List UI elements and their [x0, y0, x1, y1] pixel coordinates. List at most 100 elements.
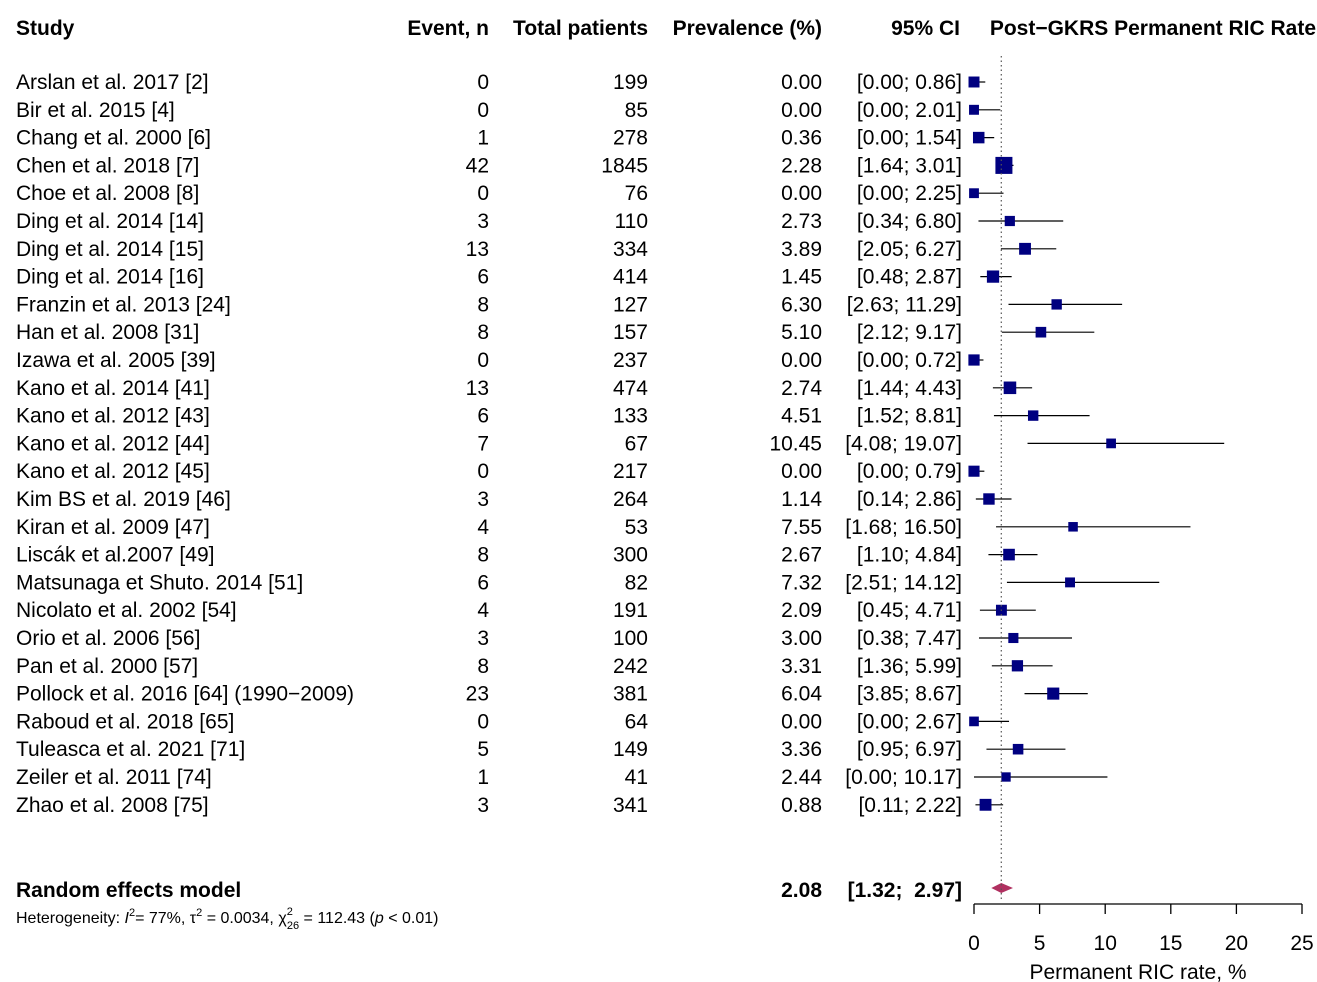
study-total: 341	[613, 794, 648, 817]
estimate-square	[995, 156, 1013, 174]
study-total: 149	[613, 738, 648, 761]
study-events: 3	[477, 210, 489, 233]
study-events: 0	[477, 71, 489, 94]
study-total: 414	[613, 266, 648, 289]
x-tick-label: 20	[1225, 932, 1248, 955]
study-ci: [0.00; 2.01]	[857, 99, 962, 122]
study-estimate: 0.00	[781, 349, 822, 372]
study-estimate: 2.44	[781, 766, 822, 789]
study-estimate: 2.09	[781, 599, 822, 622]
header-study: Study	[16, 17, 75, 40]
study-ci: [1.52; 8.81]	[857, 405, 962, 428]
study-name: Nicolato et al. 2002 [54]	[16, 599, 237, 622]
study-total: 381	[613, 683, 648, 706]
estimate-square	[1051, 299, 1062, 310]
estimate-square	[968, 465, 980, 477]
study-estimate: 2.67	[781, 544, 822, 567]
study-total: 85	[625, 99, 648, 122]
study-total: 264	[613, 488, 648, 511]
study-total: 157	[613, 321, 648, 344]
study-estimate: 3.00	[781, 627, 822, 650]
study-name: Liscák et al.2007 [49]	[16, 544, 214, 567]
study-name: Arslan et al. 2017 [2]	[16, 71, 209, 94]
summary-estimate: 2.08	[781, 879, 822, 902]
study-name: Kiran et al. 2009 [47]	[16, 516, 210, 539]
study-ci: [2.51; 14.12]	[845, 571, 962, 594]
study-events: 8	[477, 321, 489, 344]
study-total: 100	[613, 627, 648, 650]
study-total: 278	[613, 127, 648, 150]
plot-title: Post−GKRS Permanent RIC Rate	[990, 17, 1316, 40]
estimate-square	[969, 188, 979, 199]
study-ci: [0.00; 1.54]	[857, 127, 962, 150]
study-events: 7	[477, 432, 489, 455]
study-estimate: 2.73	[781, 210, 822, 233]
study-ci: [0.14; 2.86]	[857, 488, 962, 511]
study-total: 41	[625, 766, 648, 789]
study-ci: [3.85; 8.67]	[857, 683, 962, 706]
study-name: Kano et al. 2014 [41]	[16, 377, 210, 400]
study-events: 8	[477, 293, 489, 316]
estimate-square	[1019, 242, 1031, 255]
study-events: 4	[477, 599, 489, 622]
header-ci: 95% CI	[891, 17, 960, 40]
study-ci: [0.34; 6.80]	[857, 210, 962, 233]
study-name: Franzin et al. 2013 [24]	[16, 293, 231, 316]
study-name: Choe et al. 2008 [8]	[16, 182, 199, 205]
study-name: Chang et al. 2000 [6]	[16, 127, 211, 150]
study-estimate: 7.32	[781, 571, 822, 594]
study-total: 127	[613, 293, 648, 316]
estimate-square	[979, 798, 992, 811]
estimate-square	[1065, 577, 1075, 588]
header-prevalence: Prevalence (%)	[673, 17, 822, 40]
study-total: 64	[625, 710, 649, 733]
study-name: Zeiler et al. 2011 [74]	[16, 766, 212, 789]
estimate-square	[1035, 326, 1047, 338]
study-name: Pan et al. 2000 [57]	[16, 655, 198, 678]
study-events: 3	[477, 794, 489, 817]
study-estimate: 5.10	[781, 321, 822, 344]
study-ci: [0.11; 2.22]	[858, 794, 962, 817]
study-name: Chen et al. 2018 [7]	[16, 154, 199, 177]
study-total: 110	[615, 210, 648, 233]
study-ci: [0.95; 6.97]	[857, 738, 962, 761]
study-ci: [2.12; 9.17]	[857, 321, 962, 344]
study-events: 0	[477, 349, 489, 372]
study-ci: [4.08; 19.07]	[845, 432, 962, 455]
estimate-square	[986, 270, 1000, 283]
study-events: 0	[477, 460, 489, 483]
study-ci: [2.63; 11.29]	[847, 293, 962, 316]
study-name: Kano et al. 2012 [45]	[16, 460, 210, 483]
study-total: 82	[625, 571, 648, 594]
study-events: 23	[466, 683, 489, 706]
heterogeneity-i2: = 77%,	[135, 910, 190, 927]
study-estimate: 0.88	[781, 794, 822, 817]
x-tick-label: 5	[1034, 932, 1046, 955]
study-events: 42	[466, 154, 489, 177]
study-marks	[968, 76, 1225, 811]
x-axis-label: Permanent RIC rate, %	[1029, 961, 1246, 982]
estimate-square	[968, 354, 980, 366]
study-estimate: 4.51	[781, 405, 822, 428]
study-name: Zhao et al. 2008 [75]	[16, 794, 209, 817]
study-events: 0	[477, 182, 489, 205]
study-name: Ding et al. 2014 [16]	[16, 266, 204, 289]
study-ci: [0.00; 10.17]	[845, 766, 962, 789]
study-name: Kano et al. 2012 [44]	[16, 432, 210, 455]
study-ci: [0.00; 0.79]	[857, 460, 962, 483]
study-estimate: 0.00	[781, 182, 822, 205]
study-name: Han et al. 2008 [31]	[16, 321, 199, 344]
heterogeneity-prefix: Heterogeneity:	[16, 910, 125, 927]
study-total: 237	[613, 349, 648, 372]
study-estimate: 10.45	[769, 432, 822, 455]
study-total: 242	[613, 655, 648, 678]
study-events: 6	[477, 571, 489, 594]
study-events: 0	[477, 710, 489, 733]
study-estimate: 2.28	[781, 154, 822, 177]
summary-label: Random effects model	[16, 879, 241, 902]
study-estimate: 1.14	[781, 488, 822, 511]
study-total: 133	[613, 405, 648, 428]
study-events: 1	[477, 766, 489, 789]
study-estimate: 0.00	[781, 460, 822, 483]
study-estimate: 1.45	[781, 266, 822, 289]
